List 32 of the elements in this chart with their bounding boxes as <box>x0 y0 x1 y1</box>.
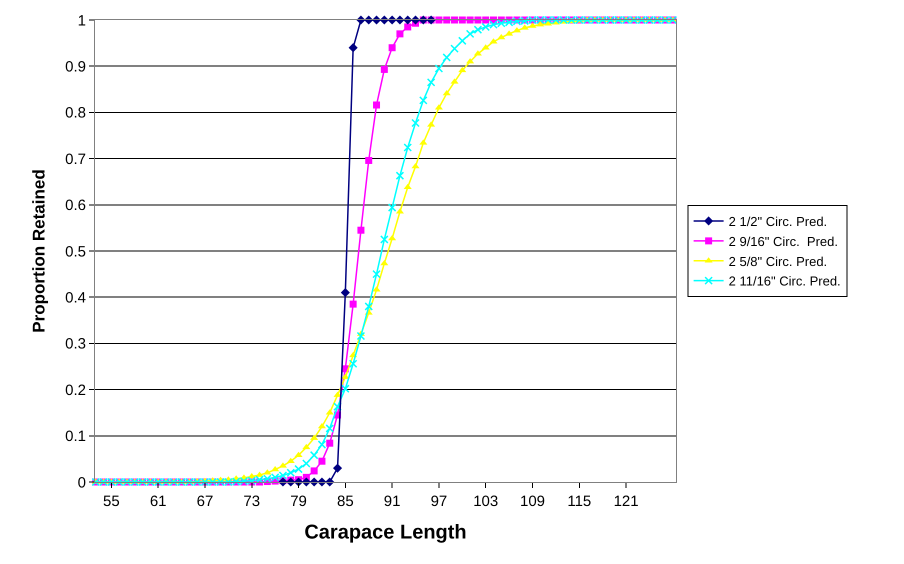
y-tick-label: 1 <box>78 12 86 30</box>
y-tick-label: 0.8 <box>65 104 86 122</box>
x-tick-label: 109 <box>520 493 546 510</box>
y-tick-label: 0.2 <box>65 382 86 399</box>
y-tick-label: 0 <box>78 474 86 492</box>
x-axis-title: Carapace Length <box>304 522 467 544</box>
x-tick-label: 61 <box>150 493 167 510</box>
legend-label: 2 1/2" Circ. Pred. <box>728 214 828 230</box>
x-tick-label: 91 <box>384 493 400 510</box>
point <box>340 288 350 298</box>
y-tick-label: 0.7 <box>65 150 86 168</box>
x-tick-label: 85 <box>336 493 354 510</box>
legend-label: 2 5/8" Circ. Pred. <box>728 254 828 269</box>
x-tick-label: 97 <box>430 493 448 510</box>
x-tick-label: 121 <box>614 493 639 510</box>
x-tick-label: 115 <box>567 493 592 510</box>
y-tick-label: 0.3 <box>65 336 86 353</box>
point <box>348 43 358 52</box>
x-tick-label: 103 <box>473 493 498 510</box>
x-tick-label: 73 <box>243 493 260 510</box>
x-tick-label: 55 <box>103 493 120 510</box>
point <box>332 464 342 473</box>
x-tick-label: 79 <box>290 493 307 510</box>
y-tick-label: 0.9 <box>65 58 86 76</box>
y-tick-label: 0.1 <box>65 428 86 446</box>
y-tick-label: 0.4 <box>65 289 86 306</box>
legend-label: 2 11/16" Circ. Pred. <box>728 274 841 289</box>
y-tick-label: 0.6 <box>65 197 86 214</box>
legend-label: 2 9/16" Circ. Pred. <box>728 234 838 249</box>
x-tick-label: 67 <box>196 493 214 510</box>
y-axis-title: Proportion Retained <box>30 169 49 333</box>
y-tick-label: 0.5 <box>65 243 86 260</box>
